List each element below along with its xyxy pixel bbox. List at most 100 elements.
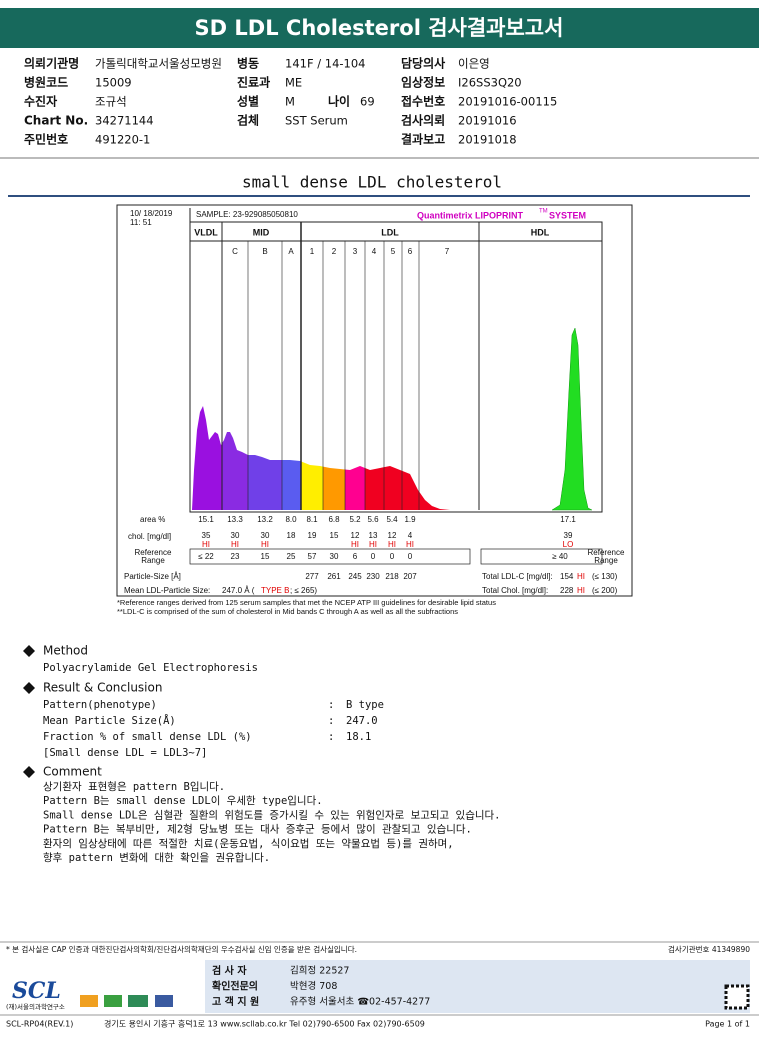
reference-value: 23 xyxy=(231,552,240,561)
report-title: SD LDL Cholesterol 검사결과보고서 xyxy=(195,16,564,40)
address: 경기도 용인시 기흥구 흥덕1로 13 www.scllab.co.kr Tel… xyxy=(104,1019,425,1029)
result-title: Result & Conclusion xyxy=(43,681,162,695)
field-value: 34271144 xyxy=(95,114,154,128)
hdl-reference: ≥ 40 xyxy=(552,552,568,561)
chol-flag: HI xyxy=(406,540,414,549)
chol-flag: HI xyxy=(351,540,359,549)
band-label: 2 xyxy=(332,247,337,256)
reference-value: 25 xyxy=(287,552,296,561)
reference-value: 6 xyxy=(353,552,358,561)
brand: Quantimetrix LIPOPRINT xyxy=(417,210,524,220)
field-value: 491220-1 xyxy=(95,133,150,147)
staff-label: 확인전문의 xyxy=(212,980,258,993)
hdl-flag: LO xyxy=(563,540,574,549)
area-value: 15.1 xyxy=(198,515,214,524)
particle-size: 207 xyxy=(403,572,417,581)
particle-size: 277 xyxy=(305,572,319,581)
field-value: 69 xyxy=(360,95,375,109)
qr-code xyxy=(724,984,750,1010)
field-label: 담당의사 xyxy=(401,56,445,71)
group-label: MID xyxy=(253,227,270,237)
field-label: 결과보고 xyxy=(401,132,445,147)
staff-value: 김희정 22527 xyxy=(290,965,349,977)
field-value: I26SS3Q20 xyxy=(458,76,522,90)
print-date: 10/ 18/2019 xyxy=(130,209,173,218)
method-text: Polyacrylamide Gel Electrophoresis xyxy=(43,662,258,674)
method-title: Method xyxy=(43,644,88,658)
total-ldl-limit: (≤ 130) xyxy=(592,572,618,581)
reference-value: 0 xyxy=(408,552,413,561)
band-dividers xyxy=(221,222,480,510)
total-chol-limit: (≤ 200) xyxy=(592,586,618,595)
field-value: 15009 xyxy=(95,76,132,90)
staff-box xyxy=(205,960,750,1013)
result-separator: : xyxy=(328,715,334,727)
row-label: area % xyxy=(140,515,165,524)
field-label: 검체 xyxy=(237,113,259,128)
result-label: Mean Particle Size(Å) xyxy=(43,714,176,727)
area-value: 5.6 xyxy=(367,515,379,524)
row-label: Range xyxy=(594,556,618,565)
cert-logo xyxy=(128,995,148,1007)
reference-box xyxy=(189,548,471,565)
lipoprint-panel: 10/ 18/2019 11: 51 SAMPLE: 23-9290850508… xyxy=(116,204,633,616)
field-value: 20191016 xyxy=(458,114,517,128)
logo: SCL xyxy=(12,978,61,1004)
cert-logo xyxy=(155,995,173,1007)
hdl-chol: 39 xyxy=(564,531,573,540)
band-label: 5 xyxy=(391,247,396,256)
field-value: 가톨릭대학교서울성모병원 xyxy=(95,57,222,71)
hdl-area: 17.1 xyxy=(560,515,576,524)
field-label: 수진자 xyxy=(24,94,57,109)
reference-value: 57 xyxy=(308,552,317,561)
field-label: 나이 xyxy=(328,94,350,109)
institution-number: 검사기관번호 41349890 xyxy=(668,944,750,954)
total-chol-flag: HI xyxy=(577,586,585,595)
staff-value: 박현경 708 xyxy=(290,980,337,992)
field-value: 20191016-00115 xyxy=(458,95,557,109)
chol-flag: HI xyxy=(261,540,269,549)
mean-size-limit: ; ≤ 265) xyxy=(290,586,317,595)
panel-frame xyxy=(116,204,633,597)
disclaimer: * 본 검사실은 CAP 인증과 대한진단검사의학회/진단검사의학재단의 우수검… xyxy=(6,944,357,954)
result-value: B type xyxy=(346,699,384,711)
reference-value: ≤ 22 xyxy=(198,552,214,561)
row-label: Reference xyxy=(135,548,172,557)
chol-value: 4 xyxy=(408,531,413,540)
bullet xyxy=(23,682,35,694)
staff-list: 검 사 자 김희정 22527 확인전문의 박현경 708 고 객 지 원 유주형 서울서… xyxy=(212,964,430,1008)
footnote: *Reference ranges derived from 125 serum… xyxy=(117,598,496,607)
print-time: 11: 51 xyxy=(130,218,152,227)
total-chol-value: 228 xyxy=(560,586,574,595)
chol-value: 12 xyxy=(351,531,360,540)
row-label: chol. [mg/dl] xyxy=(128,532,171,541)
comment-line: 상기환자 표현형은 pattern B입니다. xyxy=(43,780,225,793)
band-label: C xyxy=(232,247,238,256)
group-label: VLDL xyxy=(194,227,218,237)
area-value: 5.2 xyxy=(349,515,361,524)
total-ldl-label: Total LDL-C [mg/dl]: xyxy=(482,572,553,581)
field-value: SST Serum xyxy=(285,114,348,128)
brand-system: SYSTEM xyxy=(549,210,586,220)
particle-size: 245 xyxy=(348,572,362,581)
chol-value: 18 xyxy=(287,531,296,540)
field-label: 병동 xyxy=(237,56,259,71)
field-label: 진료과 xyxy=(237,75,270,90)
comment-lines: 상기환자 표현형은 pattern B입니다.Pattern B는 small … xyxy=(43,780,501,864)
mean-size-type: TYPE B xyxy=(261,586,289,595)
mean-size-label: Mean LDL-Particle Size: xyxy=(124,586,210,595)
field-value: M xyxy=(285,95,295,109)
total-chol-label: Total Chol. [mg/dl]: xyxy=(482,586,548,595)
form-code: SCL-RP04(REV.1) xyxy=(6,1020,73,1029)
chol-value: 15 xyxy=(330,531,339,540)
result-value: 247.0 xyxy=(346,715,378,727)
band-label: 4 xyxy=(372,247,377,256)
result-value: 18.1 xyxy=(346,731,371,743)
area-value: 13.2 xyxy=(257,515,273,524)
comment-line: 환자의 임상상태에 따른 적절한 치료(운동요법, 식이요법 또는 약물요법 등… xyxy=(43,837,454,850)
result-separator: : xyxy=(328,731,334,743)
staff-value: 유주형 서울서초 ☎02-457-4277 xyxy=(290,997,430,1008)
field-label: Chart No. xyxy=(24,114,88,128)
result-label: Pattern(phenotype) xyxy=(43,699,157,711)
field-label: 접수번호 xyxy=(401,94,445,109)
